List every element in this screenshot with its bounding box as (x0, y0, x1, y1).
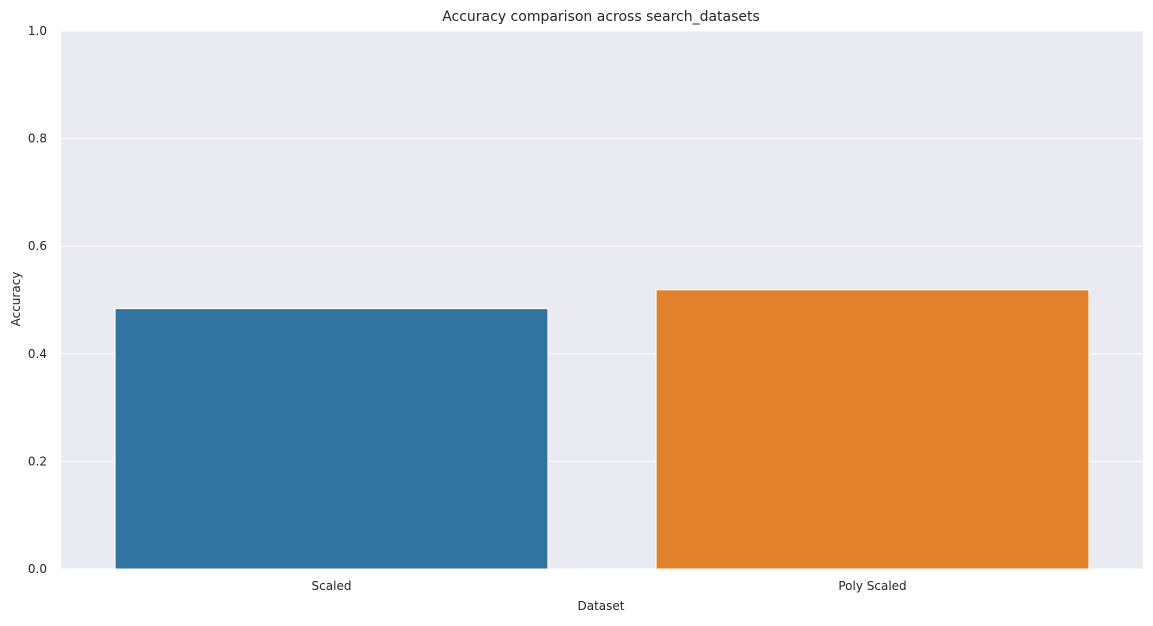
y-tick-label: 0.2 (28, 454, 47, 468)
x-tick-label: Scaled (312, 579, 352, 593)
y-tick-label: 0.8 (28, 132, 47, 146)
x-tick-label: Poly Scaled (838, 579, 906, 593)
bars (114, 289, 1090, 570)
x-axis-ticks: Scaled Poly Scaled (312, 579, 907, 593)
y-axis-label: Accuracy (9, 272, 23, 327)
x-axis-label: Dataset (578, 599, 625, 613)
y-tick-label: 0.6 (28, 239, 47, 253)
y-tick-label: 0.0 (28, 562, 47, 576)
bar-scaled (114, 308, 549, 570)
y-axis-ticks: 0.0 0.2 0.4 0.6 0.8 1.0 (28, 24, 47, 576)
y-tick-label: 1.0 (28, 24, 47, 38)
y-tick-label: 0.4 (28, 347, 47, 361)
chart-title: Accuracy comparison across search_datase… (442, 9, 760, 25)
bar-poly-scaled (655, 289, 1090, 570)
